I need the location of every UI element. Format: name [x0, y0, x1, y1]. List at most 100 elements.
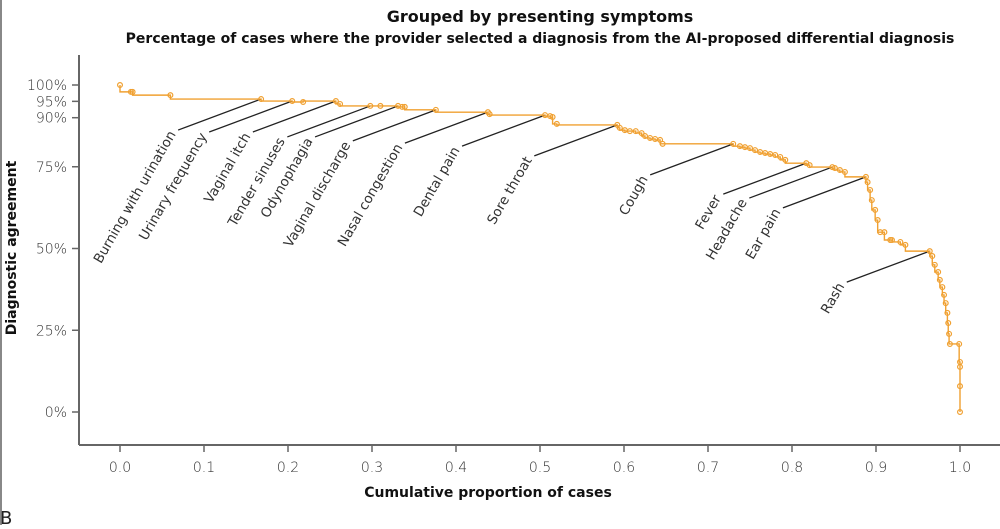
annotation-leader-line: [846, 250, 930, 283]
data-point: [931, 261, 938, 268]
data-point: [864, 179, 871, 186]
x-ticks: 0.0 0.1 0.2 0.3 0.4 0.5 0.6 0.7 0.8 0.9 1.0: [109, 445, 971, 476]
x-tick-label: 0.3: [361, 460, 383, 476]
data-point: [868, 197, 875, 204]
data-point: [939, 284, 946, 291]
data-point: [746, 145, 753, 152]
chart-subtitle: Percentage of cases where the provider s…: [126, 31, 955, 47]
annotation-leader-line: [404, 111, 489, 144]
data-point: [641, 133, 648, 140]
data-point: [332, 98, 339, 105]
data-point: [942, 300, 949, 307]
data-point: [806, 162, 813, 169]
annotation-leader-line: [749, 166, 833, 199]
data-point: [946, 340, 953, 347]
chart-title: Grouped by presenting symptoms: [387, 7, 694, 26]
annotation-leader-line: [534, 124, 618, 157]
data-point: [945, 320, 952, 327]
data-point: [941, 291, 948, 298]
data-point: [116, 81, 123, 88]
y-tick-label: 50%: [36, 242, 67, 258]
x-tick-label: 0.6: [613, 460, 635, 476]
data-point: [549, 114, 556, 121]
data-point: [956, 383, 963, 390]
y-tick-label: 95%: [36, 94, 67, 110]
data-point: [946, 330, 953, 337]
data-point: [862, 173, 869, 180]
y-axis-label: Diagnostic agreement: [4, 160, 20, 335]
data-point: [626, 128, 633, 135]
data-point: [401, 103, 408, 110]
data-point: [902, 241, 909, 248]
panel-letter: B: [0, 508, 13, 529]
data-point: [616, 124, 623, 131]
data-point: [929, 253, 936, 260]
x-tick-label: 0.8: [781, 460, 803, 476]
x-tick-label: 0.1: [193, 460, 215, 476]
annotation-label: Sore throat: [484, 154, 536, 227]
annotation-leader-line: [287, 105, 371, 138]
y-tick-label: 100%: [27, 78, 67, 94]
data-point: [399, 103, 406, 110]
data-point: [872, 206, 879, 213]
x-tick-label: 0.2: [277, 460, 299, 476]
data-point: [632, 128, 639, 135]
annotation-label: Ear pain: [743, 206, 785, 262]
annotation-leader-line: [723, 162, 807, 195]
x-tick-label: 0.0: [109, 460, 131, 476]
data-point: [367, 102, 374, 109]
x-tick-label: 1.0: [949, 460, 971, 476]
annotation-leader-line: [208, 100, 293, 133]
y-ticks: 0% 25% 50% 75% 90%95%100%: [27, 78, 79, 421]
data-point: [956, 363, 963, 370]
data-point: [956, 340, 963, 347]
data-point: [836, 167, 843, 174]
data-point: [867, 186, 874, 193]
annotation-leader-line: [782, 176, 867, 209]
data-point: [888, 236, 895, 243]
data-point: [377, 102, 384, 109]
data-point: [730, 140, 737, 147]
data-point: [777, 153, 784, 160]
data-point: [782, 156, 789, 163]
annotation-leader-line: [461, 114, 546, 147]
data-point: [752, 147, 759, 154]
data-point: [926, 248, 933, 255]
annotation-leader-line: [252, 100, 337, 133]
data-point: [874, 217, 881, 224]
data-point: [772, 151, 779, 158]
data-point: [897, 238, 904, 245]
x-tick-label: 0.7: [697, 460, 719, 476]
x-tick-label: 0.4: [445, 460, 467, 476]
data-point: [337, 100, 344, 107]
y-tick-label: 90%: [36, 111, 67, 127]
data-point: [956, 409, 963, 416]
annotation-label: Dental pain: [411, 144, 464, 220]
data-point: [831, 165, 838, 172]
data-point: [289, 98, 296, 105]
y-tick-label: 0%: [45, 405, 67, 421]
panel-left-border: [0, 0, 2, 525]
annotation-leader-line: [649, 143, 734, 176]
data-point: [638, 130, 645, 137]
data-point: [258, 96, 265, 103]
data-point: [935, 269, 942, 276]
data-point: [659, 140, 666, 147]
data-point: [841, 168, 848, 175]
annotation-label: Cough: [616, 173, 652, 219]
y-tick-label: 75%: [36, 160, 67, 176]
series-layer: [116, 81, 963, 416]
y-tick-label: 25%: [36, 323, 67, 339]
data-point: [553, 120, 560, 127]
data-point: [167, 92, 174, 99]
annotation-label: Rash: [818, 280, 848, 317]
data-point: [300, 99, 307, 106]
data-point: [936, 276, 943, 283]
data-point: [129, 88, 136, 95]
annotation-leader-line: [352, 109, 437, 142]
data-point: [486, 111, 493, 118]
data-point: [881, 229, 888, 236]
x-tick-label: 0.5: [529, 460, 551, 476]
